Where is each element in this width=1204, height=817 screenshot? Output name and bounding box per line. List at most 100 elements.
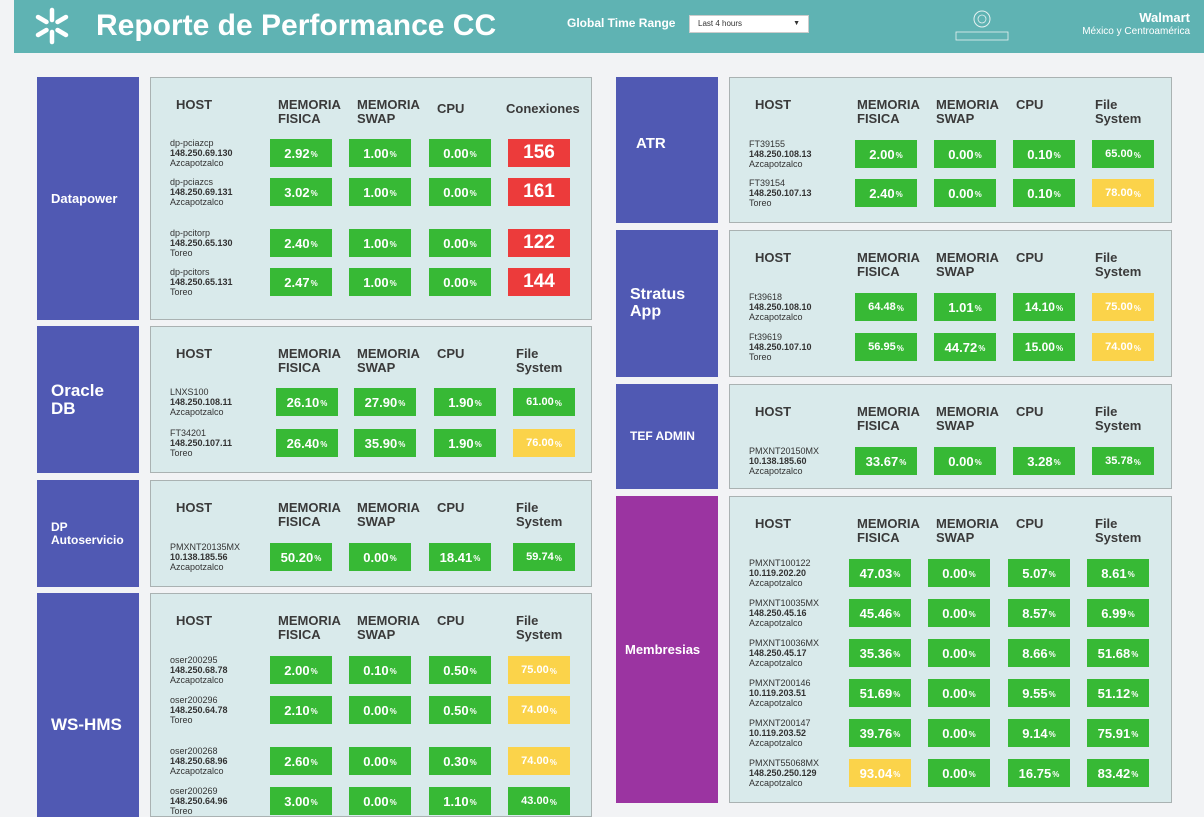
metric-cell-cpu: 9.55% [1008,679,1070,707]
metric-cell-swap: 1.01% [934,293,996,321]
metric-cell-cpu: 8.57% [1008,599,1070,627]
column-header-host: HOST [176,97,213,112]
metric-cell-fs: 75.00% [508,656,570,684]
host-info: oser200296 148.250.64.78 Toreo [170,695,228,725]
column-header-cpu: CPU [1016,97,1044,112]
metric-cell-mem: 64.48% [855,293,917,321]
column-header-memoria-swap: MEMORIA SWAP [936,250,999,279]
column-header-memoria-swap: MEMORIA SWAP [936,516,999,545]
panel-ws-hms: HOST MEMORIA FISICA MEMORIA SWAP CPU File Syste… [150,593,592,817]
time-range-value: Last 4 hours [698,19,743,28]
metric-cell-swap: 0.00% [928,719,990,747]
column-header-memoria-swap: MEMORIA SWAP [357,613,420,642]
metric-cell-conexiones: 161 [508,178,570,206]
metric-cell-mem: 39.76% [849,719,911,747]
column-header-cpu: CPU [437,101,465,116]
column-header-file-system: File System [1095,404,1142,433]
metric-cell-swap: 0.00% [934,447,996,475]
panel-tef-admin: HOST MEMORIA FISICA MEMORIA SWAP CPU File Syste… [729,384,1172,489]
group-label-datapower: Datapower [37,77,139,320]
metric-cell-fs: 59.74% [513,543,575,571]
panel-dp-autoservicio: HOST MEMORIA FISICA MEMORIA SWAP CPU File Syste… [150,480,592,587]
column-header-file-system: File System [516,500,563,529]
column-header-memoria-fisica: MEMORIA FISICA [857,250,920,279]
metric-cell-cpu: 16.75% [1008,759,1070,787]
column-header-memoria-fisica: MEMORIA FISICA [857,404,920,433]
host-info: oser200295 148.250.68.78 Azcapotzalco [170,655,228,685]
column-header-host: HOST [755,516,792,531]
metric-cell-fs: 6.99% [1087,599,1149,627]
column-header-file-system: File System [516,346,563,375]
panel-membresias: HOST MEMORIA FISICA MEMORIA SWAP CPU File Syste… [729,496,1172,803]
metric-cell-fs: 51.68% [1087,639,1149,667]
host-info: LNXS100 148.250.108.11 Azcapotzalco [170,387,233,417]
metric-cell-cpu: 5.07% [1008,559,1070,587]
metric-cell-cpu: 0.10% [1013,179,1075,207]
brand-subtitle: México y Centroamérica [1082,26,1190,37]
metric-cell-swap: 0.00% [934,179,996,207]
column-header-memoria-swap: MEMORIA SWAP [357,500,420,529]
host-info: PMXNT55068MX 148.250.250.129 Azcapotzalco [749,758,820,788]
metric-cell-mem: 2.40% [270,229,332,257]
metric-cell-cpu: 1.90% [434,388,496,416]
metric-cell-fs: 78.00% [1092,179,1154,207]
host-info: PMXNT200146 10.119.203.51 Azcapotzalco [749,678,811,708]
host-info: PMXNT10036MX 148.250.45.17 Azcapotzalco [749,638,820,668]
metric-cell-cpu: 0.30% [429,747,491,775]
metric-cell-mem: 2.00% [270,656,332,684]
host-info: FT39155 148.250.108.13 Azcapotzalco [749,139,812,169]
panel-stratus-app: HOST MEMORIA FISICA MEMORIA SWAP CPU File Syste… [729,230,1172,377]
metric-cell-fs: 61.00% [513,388,575,416]
metric-cell-cpu: 0.50% [429,696,491,724]
host-info: PMXNT20150MX 10.138.185.60 Azcapotzalco [749,446,820,476]
metric-cell-fs: 74.00% [508,747,570,775]
dashboard-header: Reporte de Performance CC Global Time Ra… [14,0,1204,53]
metric-cell-swap: 1.00% [349,268,411,296]
metric-cell-mem: 26.10% [276,388,338,416]
metric-cell-cpu: 0.00% [429,229,491,257]
column-header-memoria-fisica: MEMORIA FISICA [278,97,341,126]
metric-cell-fs: 83.42% [1087,759,1149,787]
metric-cell-mem: 3.00% [270,787,332,815]
metric-cell-fs: 75.00% [1092,293,1154,321]
metric-cell-cpu: 0.00% [429,178,491,206]
column-header-memoria-fisica: MEMORIA FISICA [857,516,920,545]
metric-cell-swap: 0.00% [934,140,996,168]
brand-name: Walmart [1139,10,1190,25]
host-info: FT39154 148.250.107.13 Toreo [749,178,812,208]
column-header-file-system: File System [1095,250,1142,279]
column-header-file-system: File System [1095,97,1142,126]
column-header-memoria-swap: MEMORIA SWAP [357,97,420,126]
metric-cell-cpu: 8.66% [1008,639,1070,667]
metric-cell-cpu: 1.90% [434,429,496,457]
column-header-memoria-swap: MEMORIA SWAP [936,404,999,433]
metric-cell-swap: 0.00% [928,679,990,707]
metric-cell-swap: 35.90% [354,429,416,457]
metric-cell-fs: 35.78% [1092,447,1154,475]
metric-cell-swap: 0.00% [928,559,990,587]
metric-cell-mem: 33.67% [855,447,917,475]
metric-cell-swap: 0.00% [349,696,411,724]
metric-cell-mem: 35.36% [849,639,911,667]
host-info: PMXNT200147 10.119.203.52 Azcapotzalco [749,718,811,748]
column-header-file-system: File System [1095,516,1142,545]
metric-cell-mem: 2.47% [270,268,332,296]
metric-cell-cpu: 9.14% [1008,719,1070,747]
column-header-memoria-fisica: MEMORIA FISICA [278,346,341,375]
host-info: PMXNT10035MX 148.250.45.16 Azcapotzalco [749,598,820,628]
time-range-select[interactable]: Last 4 hours ▼ [689,15,809,33]
host-info: FT34201 148.250.107.11 Toreo [170,428,233,458]
metric-cell-fs: 65.00% [1092,140,1154,168]
metric-cell-swap: 0.00% [928,759,990,787]
column-header-memoria-fisica: MEMORIA FISICA [278,613,341,642]
panel-datapower: HOST MEMORIA FISICA MEMORIA SWAP CPU Conexione… [150,77,592,320]
column-header-cpu: CPU [437,346,465,361]
host-info: oser200268 148.250.68.96 Azcapotzalco [170,746,228,776]
column-header-cpu: CPU [437,613,465,628]
metric-cell-mem: 47.03% [849,559,911,587]
column-header-host: HOST [755,404,792,419]
metric-cell-fs: 51.12% [1087,679,1149,707]
metric-cell-swap: 0.00% [928,599,990,627]
host-info: PMXNT100122 10.119.202.20 Azcapotzalco [749,558,811,588]
metric-cell-mem: 56.95% [855,333,917,361]
